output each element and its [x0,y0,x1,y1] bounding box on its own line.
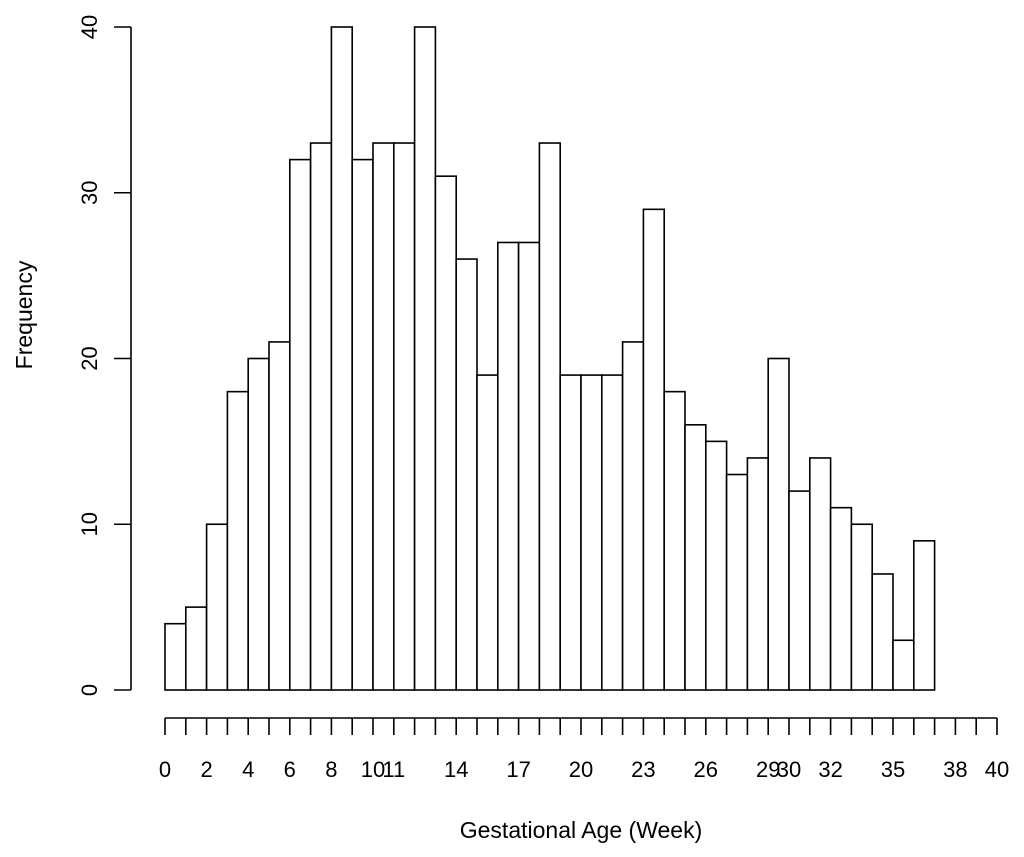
x-tick-label: 29 [756,757,780,782]
y-axis-title: Frequency [11,260,37,369]
histogram-bar [372,142,395,691]
x-tick-label: 23 [631,757,655,782]
x-tick-label: 11 [382,757,405,782]
x-tick-label: 38 [943,757,967,782]
histogram-bar [538,142,562,691]
x-tick-label: 32 [818,757,842,782]
histogram-bar [517,241,541,691]
y-tick-label: 0 [77,684,102,696]
histogram-bar [746,457,770,691]
x-tick-label: 2 [200,757,212,782]
histogram-bar [663,390,686,691]
histogram-bar [268,341,291,691]
histogram-bar [912,540,936,691]
histogram-bar [808,457,832,691]
histogram-bar [767,357,790,691]
y-tick-label: 20 [77,346,102,370]
x-tick-label: 6 [284,757,296,782]
histogram-bar [434,175,457,691]
histogram-bar [351,158,374,691]
x-tick-label: 35 [881,757,905,782]
y-tick-label: 40 [77,15,102,39]
histogram-bar [600,374,624,691]
histogram-bar [164,622,187,691]
x-tick-label: 26 [694,757,718,782]
histogram-bar [309,142,333,691]
histogram-bar [829,506,853,691]
histogram-bar [226,390,249,691]
x-tick-label: 40 [985,757,1009,782]
y-tick-label: 10 [77,512,102,536]
histogram-bar [704,440,728,691]
histogram-bar [871,573,894,691]
x-tick-label: 4 [242,757,254,782]
y-tick-label: 30 [77,181,102,205]
histogram-bar [288,158,312,691]
x-tick-label: 14 [444,757,468,782]
x-tick-label: 17 [506,757,530,782]
x-tick-label: 8 [325,757,337,782]
histogram-bar [892,639,915,691]
histogram-bar [247,357,270,691]
x-tick-label: 10 [361,757,385,782]
histogram-bar [205,523,229,691]
histogram-bar [580,374,603,691]
histogram-bar [621,341,645,691]
bars-group [164,26,936,691]
histogram-bar [788,490,811,691]
x-tick-label: 20 [569,757,593,782]
histogram-bar [476,374,499,691]
histogram-bar [725,473,749,691]
x-tick-label: 0 [159,757,171,782]
histogram-bar [496,241,520,691]
histogram-bar [850,523,874,691]
x-axis-title: Gestational Age (Week) [460,817,702,843]
histogram-bar [185,606,208,691]
histogram-bar [559,374,582,691]
histogram-bar [392,142,416,691]
histogram-bar [684,423,707,691]
histogram-bar [413,26,437,691]
histogram-bar [642,208,666,691]
histogram-bar [330,26,353,691]
x-tick-label: 30 [777,757,801,782]
histogram-bar [455,258,478,691]
y-axis: 0 10 20 30 40 [77,15,132,696]
